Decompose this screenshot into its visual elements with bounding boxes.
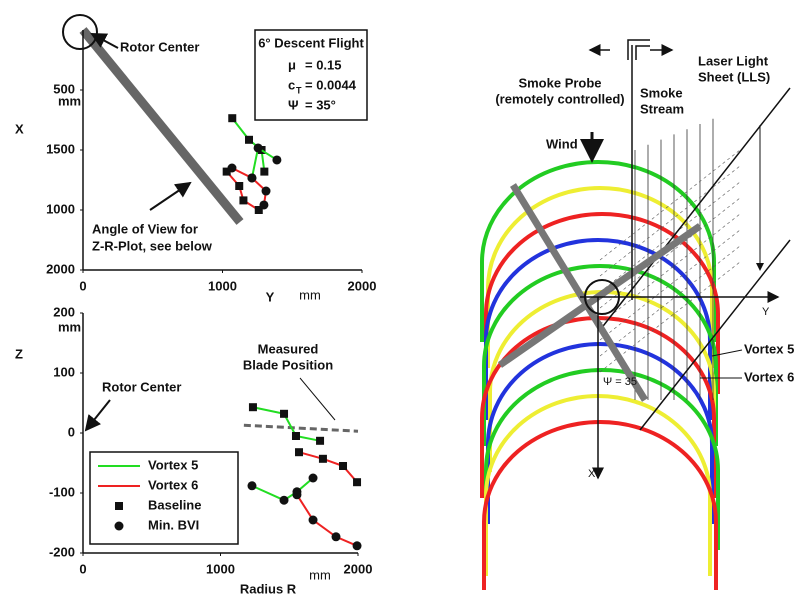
diagram-label: Smoke Probe <box>518 75 601 90</box>
view-angle-bar <box>83 30 240 222</box>
x-tick-label: 2000 <box>344 561 373 576</box>
y-unit: mm <box>58 93 81 108</box>
baseline-marker <box>292 432 300 440</box>
baseline-marker <box>235 182 243 190</box>
min-bvi-marker <box>262 187 271 196</box>
annotation: Rotor Center <box>120 39 199 54</box>
annotation: Measured <box>258 341 319 356</box>
baseline-marker <box>245 136 253 144</box>
min-bvi-marker <box>227 164 236 173</box>
x-unit: mm <box>309 567 331 582</box>
min-bvi-marker <box>309 516 318 525</box>
baseline-marker <box>353 478 361 486</box>
diagram-label: (remotely controlled) <box>495 91 624 106</box>
baseline-marker <box>228 114 236 122</box>
baseline-marker <box>239 196 247 204</box>
y-axis-label: Z <box>15 346 23 361</box>
min-bvi-marker <box>292 490 301 499</box>
vortex-loop <box>484 422 716 590</box>
min-bvi-marker <box>309 474 318 483</box>
y-tick-label: 100 <box>53 364 75 379</box>
annotation: Z-R-Plot, see below <box>92 238 213 253</box>
baseline-marker <box>319 455 327 463</box>
diagram-label: Smoke <box>640 85 683 100</box>
arrow <box>86 400 110 430</box>
diagram-label: Stream <box>640 101 684 116</box>
y-axis-label: X <box>15 121 24 136</box>
x-tick-label: 0 <box>79 278 86 293</box>
baseline-marker <box>260 168 268 176</box>
legend-label: Baseline <box>148 497 201 512</box>
legend-label: Vortex 5 <box>148 457 198 472</box>
param-value: = 0.15 <box>305 57 342 72</box>
param-sub: T <box>296 85 302 95</box>
x-tick-label: 0 <box>79 561 86 576</box>
y-tick-label: 2000 <box>46 261 75 276</box>
baseline-marker <box>295 448 303 456</box>
param-value: = 35° <box>305 97 336 112</box>
y-unit: mm <box>58 319 81 334</box>
min-bvi-marker <box>272 155 281 164</box>
x-axis-label: Radius R <box>240 581 297 596</box>
diagram-label: Sheet (LLS) <box>698 69 770 84</box>
x-tick-label: 1000 <box>206 561 235 576</box>
min-bvi-marker <box>332 532 341 541</box>
min-bvi-marker <box>247 173 256 182</box>
legend-marker <box>115 502 123 510</box>
min-bvi-marker <box>247 481 256 490</box>
param-value: = 0.0044 <box>305 77 357 92</box>
legend-label: Min. BVI <box>148 517 199 532</box>
baseline-marker <box>249 403 257 411</box>
x-tick-label: 2000 <box>348 278 377 293</box>
arrow <box>150 183 190 210</box>
diagram-label: Ψ = 35 <box>603 376 637 388</box>
y-tick-label: 0 <box>68 424 75 439</box>
sheet-ray <box>600 182 740 292</box>
leader <box>300 378 335 420</box>
param-symbol: c <box>288 77 295 92</box>
legend-marker <box>115 522 124 531</box>
baseline-marker <box>339 462 347 470</box>
diagram-label: X <box>588 468 596 480</box>
x-axis-label: Y <box>266 289 275 304</box>
wake-diagram <box>482 40 790 590</box>
min-bvi-marker <box>280 496 289 505</box>
baseline-marker <box>316 437 324 445</box>
diagram-label: Vortex 5 <box>744 341 794 356</box>
legend-label: Vortex 6 <box>148 477 198 492</box>
annotation: Angle of View for <box>92 221 198 236</box>
baseline-marker <box>280 410 288 418</box>
param-symbol: μ <box>288 57 296 72</box>
diagram-label: Wind <box>546 136 578 151</box>
y-tick-label: -100 <box>49 484 75 499</box>
x-tick-label: 1000 <box>208 278 237 293</box>
y-tick-label: 200 <box>53 304 75 319</box>
min-bvi-marker <box>259 200 268 209</box>
series-line <box>297 495 357 546</box>
y-tick-label: 1500 <box>46 141 75 156</box>
y-tick-label: -200 <box>49 544 75 559</box>
min-bvi-marker <box>254 143 263 152</box>
annotation: Rotor Center <box>102 379 181 394</box>
x-unit: mm <box>299 287 321 302</box>
diagram-label: Y <box>762 306 770 318</box>
annotation: Blade Position <box>243 357 333 372</box>
series-line <box>299 452 357 482</box>
y-tick-label: 1000 <box>46 201 75 216</box>
rotor-circle <box>63 15 97 49</box>
diagram-label: Laser Light <box>698 53 769 68</box>
diagram-label: Vortex 6 <box>744 369 794 384</box>
param-symbol: Ψ <box>288 97 299 112</box>
box-title: 6° Descent Flight <box>258 35 364 50</box>
blade-position <box>244 425 358 431</box>
min-bvi-marker <box>353 541 362 550</box>
figure: Rotor Center 6° Descent Flight μ = 0.15 … <box>0 0 811 599</box>
